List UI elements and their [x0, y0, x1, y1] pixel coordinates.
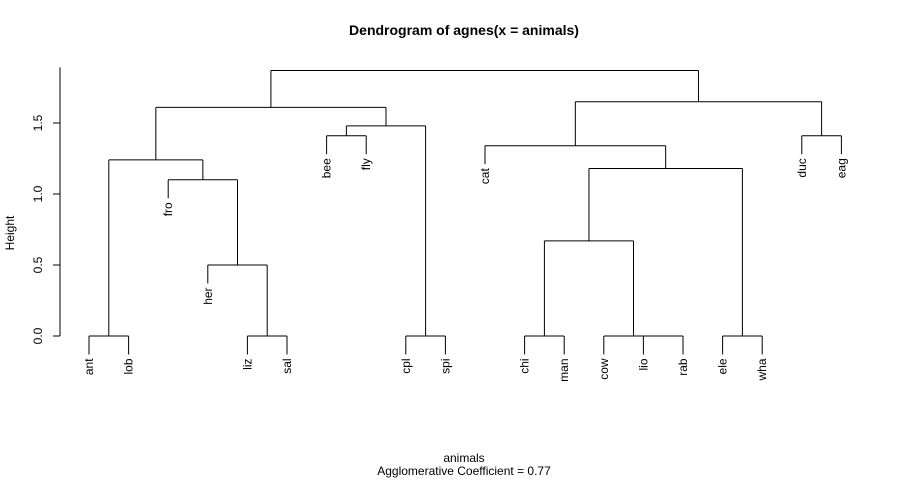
leaf-label-her: her: [201, 287, 215, 304]
leaf-label-liz: liz: [240, 358, 254, 369]
leaf-label-cow: cow: [597, 358, 611, 380]
leaf-label-fly: fly: [359, 158, 373, 170]
leaf-label-fro: fro: [161, 202, 175, 216]
leaf-label-eag: eag: [834, 158, 848, 178]
x-axis-label: animals: [443, 451, 484, 465]
leaf-labels: ant lob fro her liz sal bee fly cpl spi cat chi man c…: [82, 158, 848, 382]
leaf-label-bee: bee: [320, 158, 334, 178]
chart-title: Dendrogram of agnes(x = animals): [349, 22, 579, 38]
leaf-label-wha: wha: [755, 358, 769, 381]
dendrogram-tree: [88, 69, 842, 355]
y-axis: 0.0 0.5 1.0 1.5: [31, 67, 61, 344]
leaf-label-cat: cat: [478, 168, 492, 185]
y-tick-label: 1.0: [31, 185, 45, 202]
leaf-label-chi: chi: [518, 358, 532, 373]
leaf-label-man: man: [557, 358, 571, 381]
leaf-label-duc: duc: [795, 158, 809, 177]
leaf-label-sal: sal: [280, 358, 294, 373]
y-tick-label: 0.5: [31, 256, 45, 273]
y-tick-label: 1.5: [31, 114, 45, 131]
leaf-label-ant: ant: [82, 358, 96, 375]
leaf-label-lob: lob: [122, 358, 136, 374]
leaf-label-lio: lio: [636, 358, 650, 370]
leaf-label-rab: rab: [676, 358, 690, 376]
leaf-label-cpl: cpl: [399, 358, 413, 373]
y-axis-label: Height: [3, 215, 17, 250]
leaf-label-spi: spi: [438, 358, 452, 373]
leaf-label-ele: ele: [716, 358, 730, 374]
y-tick-label: 0.0: [31, 327, 45, 344]
agglomerative-coefficient: Agglomerative Coefficient = 0.77: [377, 464, 551, 478]
